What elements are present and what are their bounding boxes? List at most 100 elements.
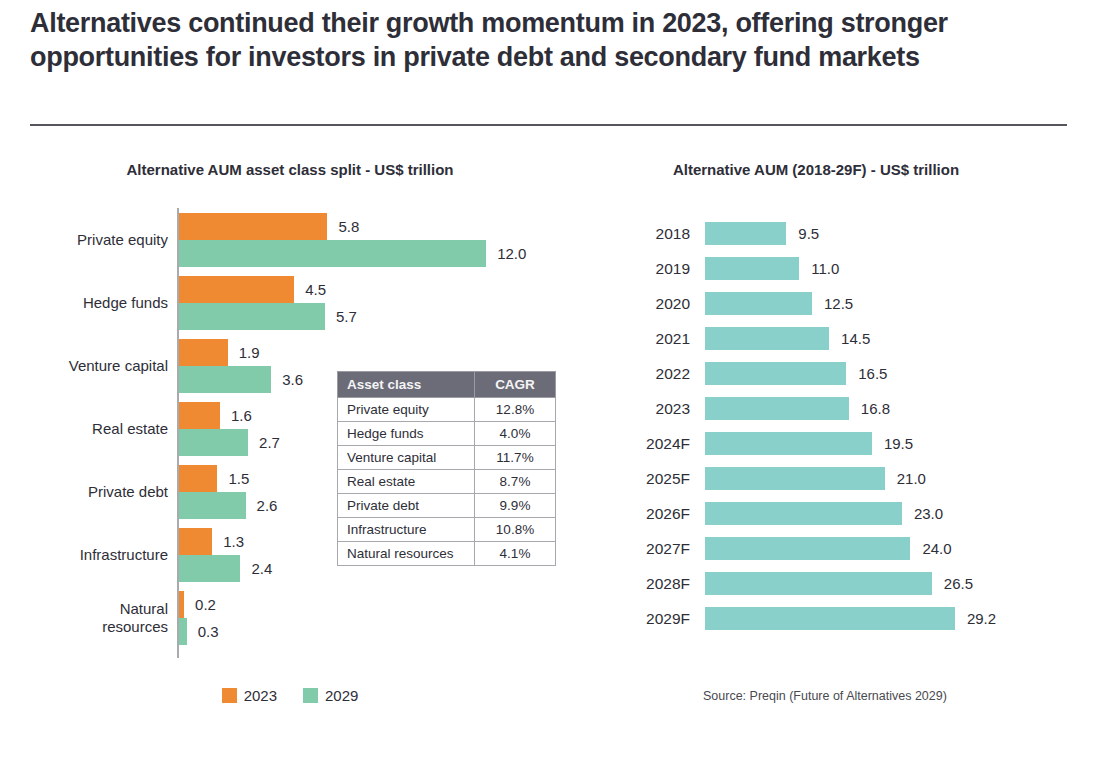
value-label: 0.2 — [195, 596, 216, 613]
bar-2023-private-debt — [179, 465, 217, 492]
cagr-cell: 4.1% — [475, 542, 556, 566]
cagr-cell: 8.7% — [475, 470, 556, 494]
category-label: Venture capital — [30, 339, 177, 393]
year-row-2019: 2019 11.0 — [600, 257, 996, 280]
value-label: 12.5 — [824, 295, 853, 312]
legend-label: 2023 — [244, 687, 277, 704]
year-row-2027f: 2027F24.0 — [600, 537, 996, 560]
bar-group-hedge-funds: Hedge funds 4.5 5.7 — [30, 276, 526, 330]
bar-2023 — [705, 397, 849, 420]
asset-class-cell: Private debt — [338, 494, 475, 518]
category-label: Real estate — [30, 402, 177, 456]
year-label: 2028F — [600, 575, 690, 593]
year-label: 2024F — [600, 435, 690, 453]
bar-group-private-equity: Private equity5.812.0 — [30, 213, 526, 267]
asset-class-cell: Natural resources — [338, 542, 475, 566]
category-label-text: Hedge funds — [83, 294, 168, 312]
value-label: 1.3 — [223, 533, 244, 550]
year-row-2018: 2018 9.5 — [600, 222, 996, 245]
header-cagr: CAGR — [475, 372, 556, 398]
asset-class-cell: Hedge funds — [338, 422, 475, 446]
title-divider — [30, 124, 1067, 126]
bar-2028f — [705, 572, 932, 595]
category-label-text: Private equity — [77, 231, 168, 249]
bar-2023-hedge-funds — [179, 276, 294, 303]
value-label: 19.5 — [884, 435, 913, 452]
bar-2026f — [705, 502, 902, 525]
legend-swatch-2029 — [303, 688, 318, 703]
bar-2027f — [705, 537, 910, 560]
category-label-text: Natural resources — [60, 600, 168, 636]
year-row-2029f: 2029F 29.2 — [600, 607, 996, 630]
bar-2025f — [705, 467, 885, 490]
bar-2023-infrastructure — [179, 528, 212, 555]
value-label: 26.5 — [944, 575, 973, 592]
year-label: 2023 — [600, 400, 690, 418]
right-chart: 2018 9.5 2019 11.0 202012.5 202114.5 2022 16.5 2… — [600, 222, 996, 642]
header-asset-class: Asset class — [338, 372, 475, 398]
value-label: 4.5 — [305, 281, 326, 298]
bar-2029f — [705, 607, 955, 630]
value-label: 5.7 — [336, 308, 357, 325]
table-row: Private equity12.8% — [338, 398, 556, 422]
value-label: 1.6 — [231, 407, 252, 424]
year-label: 2025F — [600, 470, 690, 488]
value-label: 9.5 — [798, 225, 819, 242]
category-label-text: Venture capital — [69, 357, 168, 375]
value-label: 11.0 — [811, 260, 839, 277]
year-label: 2019 — [600, 260, 690, 278]
year-row-2024f: 2024F 19.5 — [600, 432, 996, 455]
cagr-cell: 12.8% — [475, 398, 556, 422]
cagr-cell: 11.7% — [475, 446, 556, 470]
bar-2021 — [705, 327, 829, 350]
legend-item-2029: 2029 — [303, 687, 358, 704]
year-row-2021: 202114.5 — [600, 327, 996, 350]
value-label: 16.5 — [858, 365, 887, 382]
bar-2029-private-debt — [179, 492, 246, 519]
bar-2023-real-estate — [179, 402, 220, 429]
bar-2029-private-equity — [179, 240, 486, 267]
legend: 2023 2029 — [30, 687, 550, 704]
year-row-2026f: 2026F23.0 — [600, 502, 996, 525]
table-row: Hedge funds4.0% — [338, 422, 556, 446]
bar-2018 — [705, 222, 786, 245]
bar-2029-real-estate — [179, 429, 248, 456]
value-label: 23.0 — [914, 505, 943, 522]
value-label: 16.8 — [861, 400, 890, 417]
year-label: 2029F — [600, 610, 690, 628]
legend-item-2023: 2023 — [222, 687, 277, 704]
bar-2029-infrastructure — [179, 555, 240, 582]
bar-2023-venture-capital — [179, 339, 228, 366]
slide: Alternatives continued their growth mome… — [0, 0, 1097, 758]
right-chart-title: Alternative AUM (2018-29F) - US$ trillio… — [596, 161, 1036, 178]
value-label: 29.2 — [967, 610, 996, 627]
bar-2020 — [705, 292, 812, 315]
value-label: 2.7 — [259, 434, 280, 451]
asset-class-cell: Infrastructure — [338, 518, 475, 542]
year-row-2028f: 2028F 26.5 — [600, 572, 996, 595]
year-row-2025f: 2025F21.0 — [600, 467, 996, 490]
bar-2024f — [705, 432, 872, 455]
category-label: Infrastructure — [30, 528, 177, 582]
value-label: 2.6 — [257, 497, 278, 514]
table-row: Private debt9.9% — [338, 494, 556, 518]
category-label: Private debt — [30, 465, 177, 519]
category-label: Natural resources — [30, 591, 177, 645]
year-row-2020: 202012.5 — [600, 292, 996, 315]
category-label: Hedge funds — [30, 276, 177, 330]
table-header-row: Asset classCAGR — [338, 372, 556, 398]
cagr-cell: 9.9% — [475, 494, 556, 518]
year-row-2023: 2023 16.8 — [600, 397, 996, 420]
cagr-cell: 10.8% — [475, 518, 556, 542]
year-label: 2022 — [600, 365, 690, 383]
value-label: 12.0 — [497, 245, 526, 262]
table-row: Infrastructure10.8% — [338, 518, 556, 542]
category-label: Private equity — [30, 213, 177, 267]
value-label: 0.3 — [198, 623, 219, 640]
bar-group-natural-resources: Natural resources 0.2 0.3 — [30, 591, 526, 645]
cagr-table: Asset classCAGRPrivate equity12.8%Hedge … — [337, 371, 556, 566]
left-chart-title: Alternative AUM asset class split - US$ … — [30, 161, 550, 178]
category-label-text: Real estate — [92, 420, 168, 438]
year-label: 2021 — [600, 330, 690, 348]
year-label: 2018 — [600, 225, 690, 243]
